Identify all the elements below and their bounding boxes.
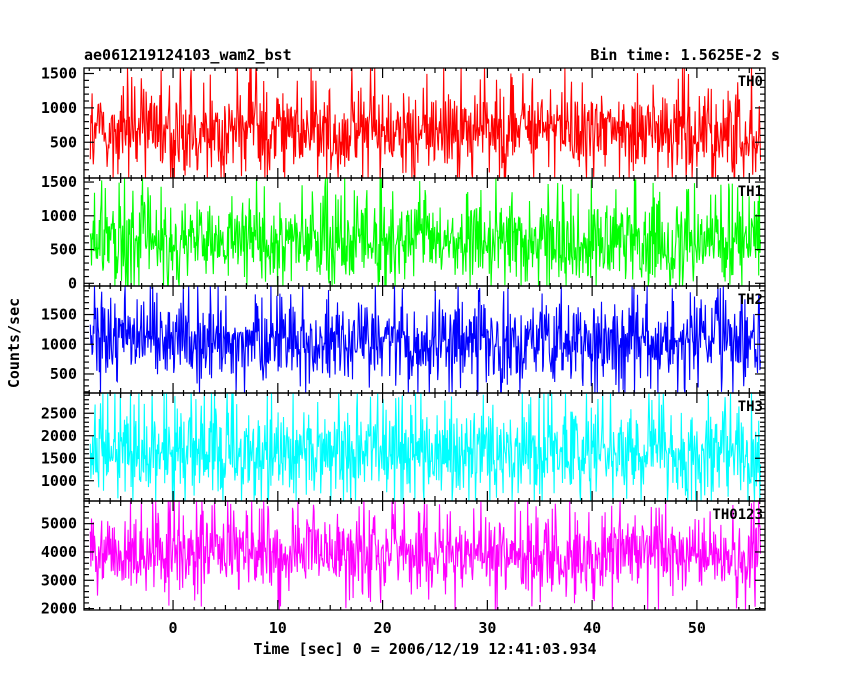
y-tick-label: 0: [68, 274, 77, 292]
series-line-th2: [89, 285, 762, 395]
y-tick-label: 500: [50, 365, 77, 383]
chart-title: ae061219124103_wam2_bst: [84, 46, 292, 64]
panel-th2: 500 1000 1500 TH2: [41, 285, 766, 395]
legend-th2: TH2: [738, 292, 763, 308]
y-tick-label: 1000: [41, 472, 77, 490]
panel-th3: 1000 1500 2000 2500 TH3: [41, 392, 766, 502]
y-tick-label: 3000: [41, 571, 77, 589]
panels: 500 1000 1500 TH0 0 500 1000 1500 TH1 500 1000 1500…: [41, 65, 766, 618]
panel-th0: 500 1000 1500 TH0: [41, 65, 766, 179]
legend-th0: TH0: [738, 74, 763, 90]
y-tick-label: 500: [50, 133, 77, 151]
y-tick-label: 1500: [41, 173, 77, 191]
legend-th0123: TH0123: [712, 507, 763, 523]
y-tick-label: 1000: [41, 99, 77, 117]
x-tick-label: 10: [269, 619, 287, 637]
y-tick-label: 500: [50, 241, 77, 259]
y-tick-label: 4000: [41, 543, 77, 561]
series-line-th0123: [89, 500, 762, 611]
series-line-th0: [89, 67, 762, 179]
chart-subtitle: Bin time: 1.5625E-2 s: [590, 46, 780, 64]
y-tick-label: 1500: [41, 449, 77, 467]
x-tick-label: 30: [478, 619, 496, 637]
x-tick-label: 20: [374, 619, 392, 637]
y-tick-label: 2000: [41, 427, 77, 445]
legend-th1: TH1: [738, 184, 763, 200]
y-tick-label: 2500: [41, 404, 77, 422]
panel-th1: 0 500 1000 1500 TH1: [41, 173, 766, 292]
x-tick-label: 40: [583, 619, 601, 637]
series-line-th3: [89, 392, 762, 502]
y-tick-label: 1500: [41, 65, 77, 83]
y-tick-label: 2000: [41, 600, 77, 618]
y-tick-label: 1000: [41, 207, 77, 225]
panel-th0123: 2000 3000 4000 5000 TH0123: [41, 500, 766, 618]
y-axis-title: Counts/sec: [5, 298, 23, 388]
x-tick-label: 50: [688, 619, 706, 637]
x-axis-title: Time [sec] 0 = 2006/12/19 12:41:03.934: [253, 640, 596, 658]
x-axis: 0 10 20 30 40 50: [169, 619, 706, 637]
x-tick-label: 0: [169, 619, 178, 637]
y-tick-label: 1500: [41, 306, 77, 324]
y-tick-label: 5000: [41, 515, 77, 533]
y-tick-label: 1000: [41, 335, 77, 353]
series-line-th1: [89, 177, 762, 287]
legend-th3: TH3: [738, 399, 763, 415]
